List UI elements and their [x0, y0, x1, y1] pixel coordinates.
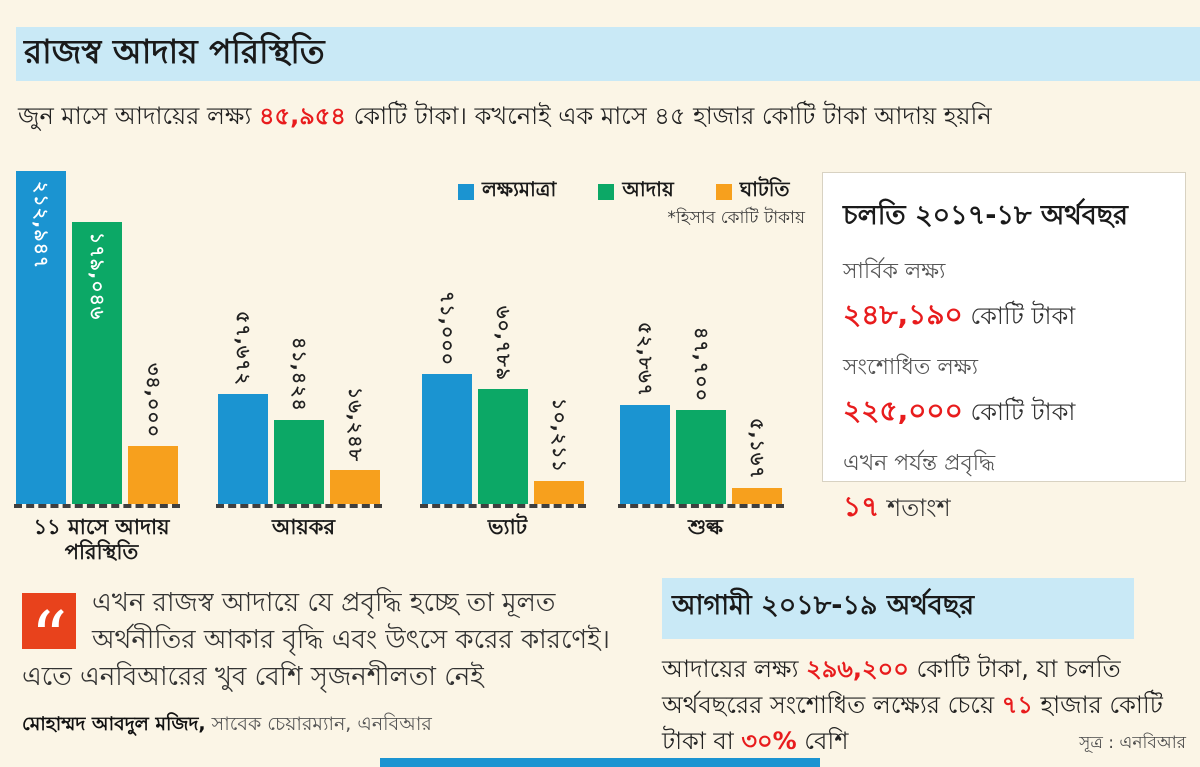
stat-suffix: শতাংশ [879, 494, 951, 522]
legend-item: লক্ষ্যমাত্রা [458, 175, 556, 208]
bar-value-label: ১০,২১১ [548, 398, 570, 473]
bar-target: ৭১,০০০ [422, 291, 472, 504]
text-segment: জুন মাসে আদায়ের লক্ষ্য [18, 102, 259, 130]
quote-icon: “ [22, 593, 76, 680]
bar-deficit: ১০,২১১ [534, 398, 584, 504]
bar-collection: ৬০,৭৮৯ [478, 306, 528, 504]
legend-swatch-icon [715, 183, 732, 200]
quote-block: “ এখন রাজস্ব আদায়ে যে প্রবৃদ্ধি হচ্ছে ত… [22, 585, 652, 696]
bar-value-label: ২১২,৯৪৭ [30, 181, 52, 270]
stat-label: সংশোধিত লক্ষ্য [843, 355, 978, 380]
subtitle: জুন মাসে আদায়ের লক্ষ্য ৪৫,৯৫৪ কোটি টাকা… [18, 98, 992, 138]
unit-note: *হিসাব কোটি টাকায় [667, 208, 805, 228]
text-segment: কোটি টাকা, যা চলতি অর্থবছরের সংশোধিত লক্… [662, 655, 1121, 719]
highlight-number: ৪৫,৯৫৪ [258, 102, 346, 130]
stat-suffix: কোটি টাকা [962, 302, 1076, 330]
quote-attribution: মোহাম্মদ আবদুল মজিদ, সাবেক চেয়ারম্যান, … [22, 710, 432, 742]
legend-swatch-icon [458, 183, 474, 200]
bar-value-label: ৫৭,৬৭২ [232, 311, 254, 386]
bar-value-label: ৪১,৪২৪ [288, 337, 310, 412]
quote-role: সাবেক চেয়ারম্যান, এনবিআর [205, 713, 432, 735]
stat-number: ১৭ [843, 490, 880, 523]
bar-deficit: ৫,১৬৭ [732, 418, 782, 504]
stat-number: ২৪৮,১৯০ [843, 298, 963, 331]
category-label: ভ্যাট [487, 515, 528, 539]
bar-value-label: ১৬,২৪৮ [344, 387, 366, 462]
stat-value: ২২৫,০০০ কোটি টাকা [843, 389, 1165, 436]
stat-value: ১৭ শতাংশ [843, 485, 1165, 532]
legend-item: আদায় [598, 175, 674, 208]
chart-legend: লক্ষ্যমাত্রা আদায় ঘাটতি [458, 175, 790, 208]
text-segment: আদায়ের লক্ষ্য [662, 655, 807, 683]
bar-group: ২১২,৯৪৭ ১৭৯,০৪৬ ৩৪,০০০ [14, 171, 180, 508]
bar-deficit: ১৬,২৪৮ [330, 387, 380, 504]
bar-value-label: ৫,১৬৭ [746, 418, 768, 480]
future-fy-panel: আগামী ২০১৮-১৯ অর্থবছর আদায়ের লক্ষ্য ২৯৬… [662, 578, 1190, 759]
bar-group: ৫৭,৬৭২ ৪১,৪২৪ ১৬,২৪৮ [216, 311, 382, 508]
bar-value-label: ১৭৯,০৪৬ [86, 232, 108, 321]
stat-number: ২২৫,০০০ [843, 394, 963, 427]
current-fy-title: চলতি ২০১৭-১৮ অর্থবছর [843, 200, 1129, 231]
bar-chart: ২১২,৯৪৭ ১৭৯,০৪৬ ৩৪,০০০ ১১ মাসে আদায় পরিস্থ… [0, 170, 820, 565]
legend-label: আদায় [622, 177, 674, 201]
stat-suffix: কোটি টাকা [962, 398, 1076, 426]
bar-target: ৫৭,৬৭২ [218, 311, 268, 504]
highlight-number: ৭১ [1001, 691, 1033, 719]
bottom-blue-strip [380, 758, 820, 767]
bar-collection: ৪১,৪২৪ [274, 337, 324, 504]
future-fy-body: আদায়ের লক্ষ্য ২৯৬,২০০ কোটি টাকা, যা চলত… [662, 651, 1182, 759]
stat-label: এখন পর্যন্ত প্রবৃদ্ধি [843, 451, 996, 476]
current-fy-panel: চলতি ২০১৭-১৮ অর্থবছর সার্বিক লক্ষ্য ২৪৮,১… [822, 172, 1186, 523]
bar-group: ৭১,০০০ ৬০,৭৮৯ ১০,২১১ [420, 291, 586, 508]
text-segment: বেশি [796, 727, 849, 755]
legend-item: ঘাটতি [715, 175, 790, 208]
bar-target: ৫২,৮৬৭ [620, 322, 670, 504]
title-band: রাজস্ব আদায় পরিস্থিতি [16, 27, 1200, 81]
legend-swatch-icon [598, 183, 615, 200]
highlight-number: ৩০% [741, 727, 797, 755]
highlight-number: ২৯৬,২০০ [806, 655, 909, 683]
current-fy-items: সার্বিক লক্ষ্য ২৪৮,১৯০ কোটি টাকা সংশোধিত ল… [843, 254, 1165, 532]
text-segment: হাজার কোটি টাকা বা [662, 691, 1163, 755]
bar-group: ৫২,৮৬৭ ৪৭,৭০০ ৫,১৬৭ [618, 322, 784, 508]
page-title: রাজস্ব আদায় পরিস্থিতি [24, 32, 325, 71]
legend-label: লক্ষ্যমাত্রা [482, 177, 557, 201]
future-fy-title: আগামী ২০১৮-১৯ অর্থবছর [672, 590, 975, 621]
stat-label: সার্বিক লক্ষ্য [843, 259, 946, 284]
source-credit: সূত্র : এনবিআর [1079, 733, 1186, 753]
category-label: আয়কর [271, 515, 336, 539]
bar-value-label: ৬০,৭৮৯ [492, 306, 514, 381]
legend-label: ঘাটতি [739, 177, 790, 201]
text-segment: কোটি টাকা। কখনোই এক মাসে ৪৫ হাজার কোটি ট… [345, 102, 992, 130]
category-label: ১১ মাসে আদায় পরিস্থিতি [33, 515, 170, 565]
bar-value-label: ৭১,০০০ [436, 291, 458, 366]
stat-value: ২৪৮,১৯০ কোটি টাকা [843, 293, 1165, 340]
bar-collection: ৪৭,৭০০ [676, 327, 726, 504]
bar-value-label: ৪৭,৭০০ [690, 327, 712, 402]
category-label: শুল্ক [687, 515, 723, 539]
bar-value-label: ৫২,৮৬৭ [634, 322, 656, 397]
bar-collection: ১৭৯,০৪৬ [72, 222, 122, 504]
bar-target: ২১২,৯৪৭ [16, 171, 66, 504]
quote-text: এখন রাজস্ব আদায়ে যে প্রবৃদ্ধি হচ্ছে তা … [22, 588, 610, 692]
future-fy-band: আগামী ২০১৮-১৯ অর্থবছর [662, 578, 1134, 639]
bar-deficit: ৩৪,০০০ [128, 363, 178, 504]
bar-value-label: ৩৪,০০০ [142, 363, 164, 438]
quote-author: মোহাম্মদ আবদুল মজিদ, [22, 713, 206, 735]
